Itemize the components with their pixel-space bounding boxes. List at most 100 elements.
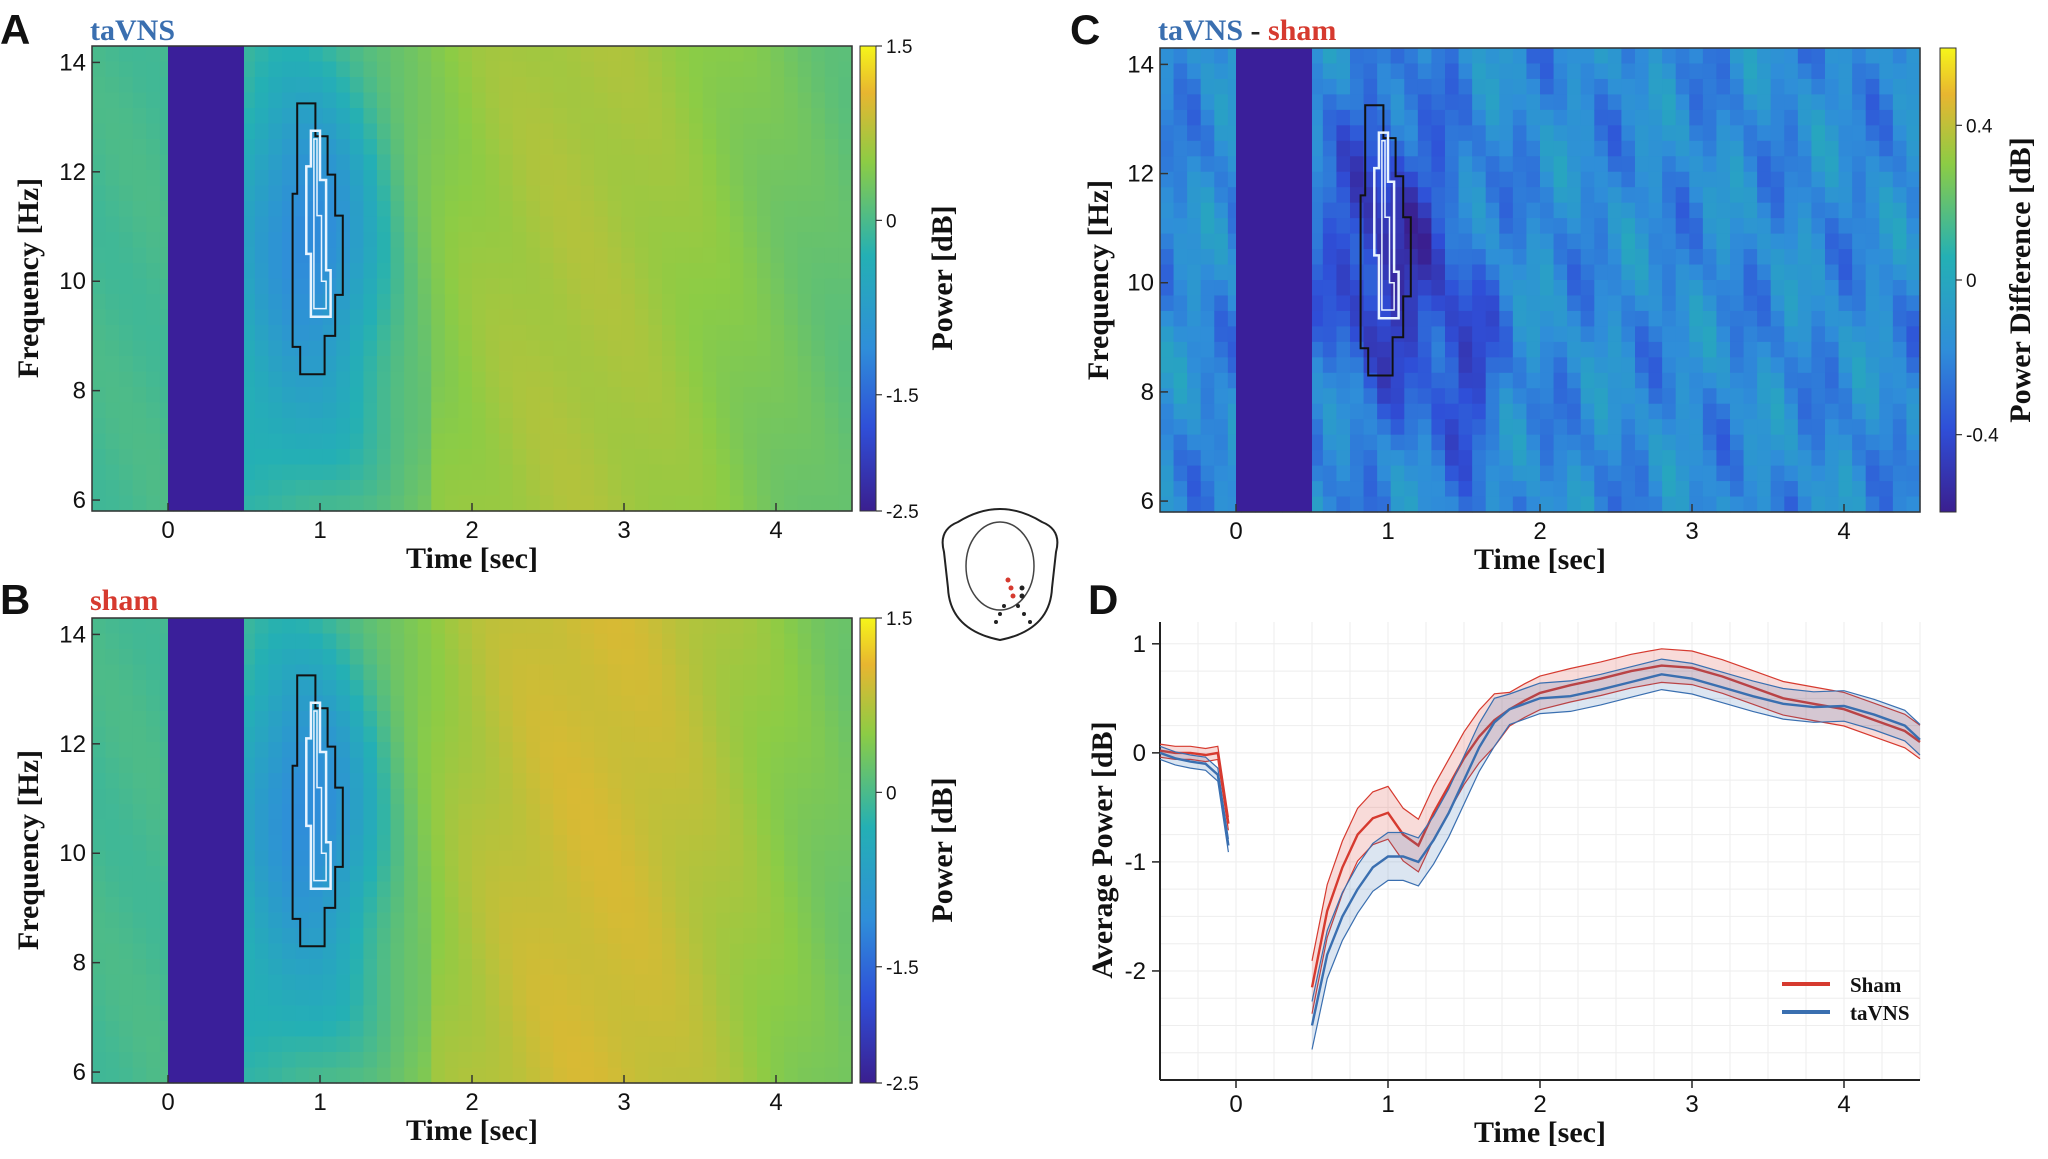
heatmap-cell bbox=[1417, 496, 1433, 513]
heatmap-cell bbox=[119, 835, 134, 852]
heatmap-cell bbox=[458, 263, 473, 280]
heatmap-cell bbox=[1322, 496, 1338, 513]
heatmap-cell bbox=[1825, 264, 1840, 281]
heatmap-cell bbox=[1730, 156, 1745, 173]
heatmap-cell bbox=[472, 1036, 487, 1053]
heatmap-cell bbox=[811, 449, 826, 466]
heatmap-cell bbox=[146, 294, 161, 311]
heatmap-cell bbox=[553, 387, 568, 404]
cluster-core-outline bbox=[305, 129, 332, 319]
heatmap-cell bbox=[621, 464, 636, 481]
heatmap-cell bbox=[1458, 94, 1473, 111]
heatmap-cell bbox=[132, 263, 147, 280]
heatmap-cell bbox=[1675, 419, 1690, 436]
heatmap-cell bbox=[322, 1067, 337, 1084]
heatmap-cell bbox=[1431, 388, 1446, 405]
heatmap-cell bbox=[716, 850, 731, 867]
heatmap-cell bbox=[92, 216, 107, 233]
heatmap-cell bbox=[458, 664, 473, 681]
heatmap-cell bbox=[634, 201, 650, 218]
heatmap-cell bbox=[526, 742, 541, 759]
heatmap-cell bbox=[675, 680, 690, 697]
heatmap-cell bbox=[797, 92, 812, 109]
heatmap-cell bbox=[1607, 372, 1623, 389]
heatmap-cell bbox=[132, 325, 147, 342]
heatmap-cell bbox=[404, 402, 419, 419]
heatmap-cell bbox=[1322, 218, 1338, 235]
heatmap-cell bbox=[499, 309, 514, 326]
heatmap-cell bbox=[567, 201, 582, 218]
heatmap-cell bbox=[390, 309, 405, 326]
heatmap-cell bbox=[1540, 78, 1555, 95]
heatmap-cell bbox=[377, 819, 392, 836]
heatmap-cell bbox=[634, 1036, 650, 1053]
heatmap-cell bbox=[607, 1036, 622, 1053]
heatmap-cell bbox=[648, 711, 663, 728]
heatmap-cell bbox=[539, 757, 555, 774]
heatmap-cell bbox=[1445, 187, 1460, 204]
heatmap-cell bbox=[811, 742, 826, 759]
heatmap-cell bbox=[838, 819, 853, 836]
heatmap-cell bbox=[363, 247, 378, 264]
heatmap-cell bbox=[1363, 48, 1378, 65]
heatmap-cell bbox=[1662, 481, 1677, 498]
heatmap-cell bbox=[1200, 295, 1215, 312]
heatmap-cell bbox=[1200, 109, 1215, 126]
heatmap-cell bbox=[105, 185, 120, 202]
heatmap-cell bbox=[132, 618, 147, 635]
heatmap-cell bbox=[567, 618, 582, 635]
heatmap-cell bbox=[458, 819, 473, 836]
heatmap-cell bbox=[92, 356, 107, 373]
heatmap-cell bbox=[377, 309, 392, 326]
heatmap-cell bbox=[336, 139, 351, 156]
heatmap-cell bbox=[349, 201, 365, 218]
heatmap-cell bbox=[363, 959, 378, 976]
heatmap-cell bbox=[567, 77, 582, 94]
heatmap-cell bbox=[1336, 140, 1351, 157]
heatmap-cell bbox=[689, 185, 704, 202]
heatmap-cell bbox=[472, 433, 487, 450]
heatmap-cell bbox=[797, 1036, 812, 1053]
heatmap-cell bbox=[607, 757, 622, 774]
heatmap-cell bbox=[702, 340, 717, 357]
heatmap-cell bbox=[309, 912, 324, 929]
heatmap-cell bbox=[363, 633, 378, 650]
heatmap-cell bbox=[784, 757, 799, 774]
heatmap-cell bbox=[1716, 450, 1731, 467]
heatmap-cell bbox=[309, 1067, 324, 1084]
heatmap-cell bbox=[675, 633, 690, 650]
heatmap-cell bbox=[621, 897, 636, 914]
heatmap-cell bbox=[1553, 481, 1568, 498]
heatmap-cell bbox=[1472, 63, 1487, 80]
heatmap-cell bbox=[1187, 450, 1202, 467]
heatmap-cell bbox=[1526, 94, 1541, 111]
heatmap-cell bbox=[662, 618, 677, 635]
heatmap-cell bbox=[824, 123, 840, 140]
heatmap-cell bbox=[607, 912, 622, 929]
heatmap-cell bbox=[1838, 140, 1853, 157]
heatmap-cell bbox=[1553, 357, 1568, 374]
heatmap-cell bbox=[702, 325, 717, 342]
heatmap-cell bbox=[838, 418, 853, 435]
heatmap-cell bbox=[1499, 249, 1514, 266]
heatmap-cell bbox=[1594, 326, 1609, 343]
heatmap-cell bbox=[811, 402, 826, 419]
heatmap-cell bbox=[784, 773, 799, 790]
heatmap-cell bbox=[1309, 48, 1324, 65]
heatmap-cell bbox=[254, 263, 270, 280]
heatmap-cell bbox=[295, 1036, 310, 1053]
heatmap-cell bbox=[567, 309, 582, 326]
heatmap-cell bbox=[472, 757, 487, 774]
heatmap-cell bbox=[146, 804, 161, 821]
heatmap-cell bbox=[444, 618, 460, 635]
heatmap-cell bbox=[797, 664, 812, 681]
heatmap-cell bbox=[539, 433, 555, 450]
heatmap-cell bbox=[784, 695, 799, 712]
heatmap-cell bbox=[1567, 481, 1582, 498]
heatmap-cell bbox=[309, 866, 324, 883]
heatmap-cell bbox=[1567, 202, 1582, 219]
heatmap-cell bbox=[1607, 202, 1623, 219]
heatmap-cell bbox=[770, 1005, 785, 1022]
heatmap-cell bbox=[282, 618, 297, 635]
heatmap-cell bbox=[1363, 388, 1378, 405]
